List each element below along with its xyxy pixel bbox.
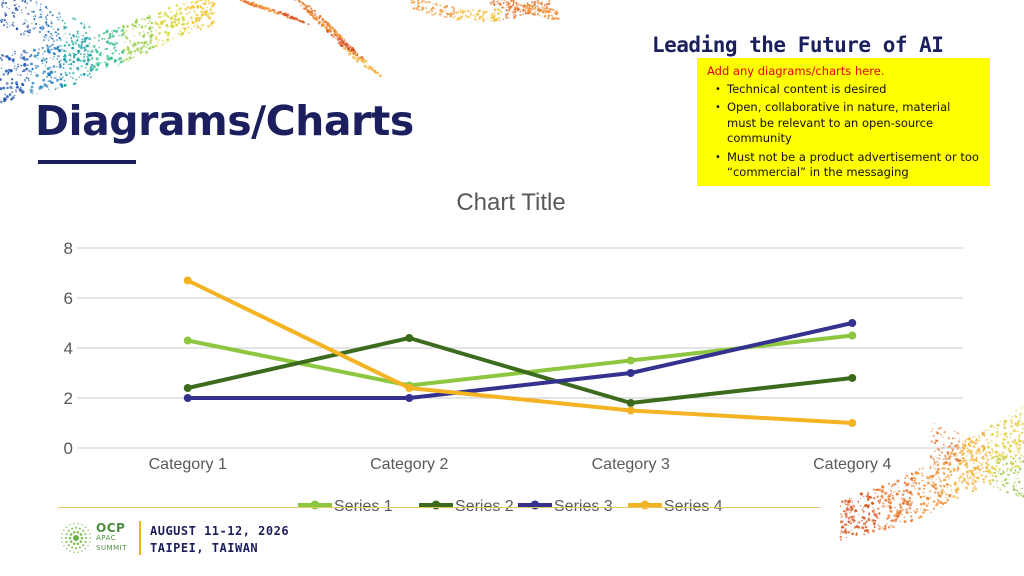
data-point [183, 394, 192, 402]
logo-wordmark: OCP APAC SUMMIT [96, 521, 127, 553]
y-tick-label: 4 [64, 339, 73, 358]
legend-swatch-marker [640, 500, 650, 510]
ocp-apac-summit-logo: OCP APAC SUMMIT [60, 522, 127, 554]
data-point [848, 319, 857, 327]
legend-label: Series 4 [664, 498, 723, 515]
legend-label: Series 3 [554, 498, 613, 515]
legend-item: Series 3 [518, 498, 613, 515]
legend-label: Series 2 [455, 498, 514, 515]
legend-swatch-marker [530, 500, 540, 510]
event-location: TAIPEI, TAIWAN [150, 541, 259, 555]
line-chart: Chart Title 0 2 4 6 8 Category 1 Category 2 Cate… [64, 189, 963, 515]
page-title: Diagrams/Charts [35, 97, 414, 145]
data-point [183, 384, 192, 392]
footer-rule [58, 507, 820, 508]
series-line [185, 333, 855, 388]
note-heading: Add any diagrams/charts here. [707, 64, 885, 78]
event-info: AUGUST 11-12, 2026 TAIPEI, TAIWAN [150, 523, 289, 557]
data-point [405, 384, 414, 392]
data-point [183, 276, 192, 285]
x-tick-label: Category 2 [370, 456, 448, 473]
note-bullet-list: Technical content is desired Open, colla… [707, 82, 982, 181]
logo-name: OCP [96, 521, 126, 535]
data-point [848, 331, 857, 340]
y-tick-label: 8 [64, 239, 73, 258]
note-bullet: Open, collaborative in nature, material … [715, 100, 982, 147]
series-line [185, 278, 855, 425]
instruction-note-box: Add any diagrams/charts here. Technical … [697, 58, 990, 186]
x-tick-label: Category 1 [149, 456, 227, 473]
note-bullet: Must not be a product advertisement or t… [715, 150, 982, 181]
event-dates: AUGUST 11-12, 2026 [150, 524, 290, 538]
data-point [405, 394, 414, 402]
title-underline [38, 160, 136, 164]
legend-item: Series 2 [419, 498, 514, 515]
data-point [405, 334, 414, 342]
data-point [626, 399, 635, 407]
ocp-sunburst-icon [60, 523, 92, 553]
y-tick-label: 0 [64, 439, 73, 458]
footer-divider [139, 521, 141, 555]
chart-title: Chart Title [456, 189, 565, 216]
y-tick-label: 6 [64, 289, 73, 308]
legend-item: Series 1 [298, 498, 393, 515]
logo-region: APAC [96, 534, 117, 542]
data-point [626, 406, 635, 415]
tagline: Leading the Future of AI [652, 33, 944, 57]
note-bullet: Technical content is desired [715, 82, 982, 98]
data-point [848, 374, 857, 382]
logo-event: SUMMIT [96, 544, 127, 552]
series-line [185, 321, 855, 400]
data-point [626, 369, 635, 377]
x-tick-label: Category 3 [592, 456, 670, 473]
data-point [626, 356, 635, 365]
legend-swatch-marker [431, 500, 441, 510]
x-tick-label: Category 4 [813, 456, 891, 473]
legend-swatch-marker [310, 500, 320, 510]
legend-label: Series 1 [334, 498, 393, 515]
y-tick-label: 2 [64, 389, 73, 408]
data-point [848, 419, 857, 427]
data-point [183, 336, 192, 345]
series-line [185, 336, 855, 405]
